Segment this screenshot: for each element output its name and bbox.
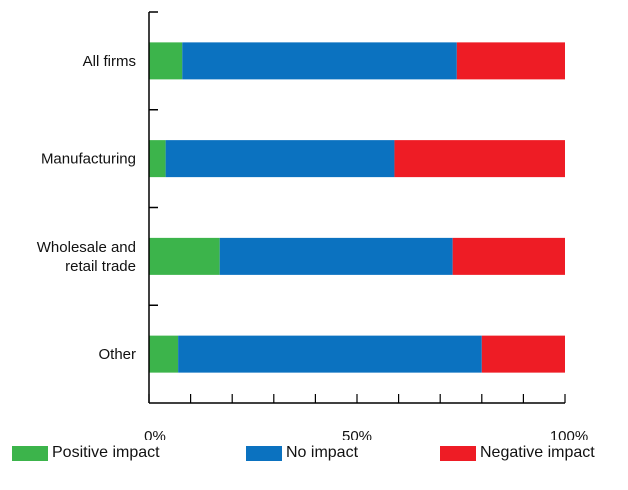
legend-item-negative: Negative impact xyxy=(440,444,595,462)
category-label-all-firms: All firms xyxy=(83,53,136,70)
bar-manufacturing-positive-impact xyxy=(149,140,166,178)
axes-group xyxy=(148,11,566,404)
category-labels-group: All firms Manufacturing Wholesale and retai… xyxy=(37,53,136,363)
bar-all-firms-no-impact xyxy=(182,42,457,80)
bar-all-firms-negative-impact xyxy=(456,42,565,80)
legend: Positive impact No impact Negative impac… xyxy=(0,444,628,474)
bar-wholesale-and-retail-trade-negative-impact xyxy=(452,237,565,275)
category-label-wholesale-and-retail-trade: Wholesale and retail trade xyxy=(37,239,136,275)
x-tick-label-0: 0% xyxy=(144,428,166,440)
legend-swatch-positive xyxy=(12,445,48,461)
x-tick-labels-group: 0% 50% 100% xyxy=(144,428,588,440)
bar-wholesale-and-retail-trade-no-impact xyxy=(219,237,453,275)
legend-item-no-impact: No impact xyxy=(246,444,358,462)
bar-all-firms-positive-impact xyxy=(149,42,183,80)
x-tick-label-100: 100% xyxy=(550,428,588,440)
legend-swatch-negative xyxy=(440,445,476,461)
legend-label-no-impact: No impact xyxy=(286,444,359,461)
bar-manufacturing-negative-impact xyxy=(394,140,565,178)
bar-wholesale-and-retail-trade-positive-impact xyxy=(149,237,220,275)
legend-label-positive: Positive impact xyxy=(52,444,160,461)
category-label-manufacturing: Manufacturing xyxy=(41,151,136,168)
bar-other-negative-impact xyxy=(481,335,565,373)
category-label-other: Other xyxy=(98,346,136,363)
legend-swatch-no-impact xyxy=(246,445,282,461)
legend-item-positive: Positive impact xyxy=(12,444,160,462)
bars-group xyxy=(149,42,565,373)
bar-manufacturing-no-impact xyxy=(165,140,395,178)
bar-other-positive-impact xyxy=(149,335,179,373)
legend-label-negative: Negative impact xyxy=(480,444,595,461)
x-tick-label-50: 50% xyxy=(342,428,372,440)
bar-other-no-impact xyxy=(178,335,482,373)
stacked-bar-chart: All firms Manufacturing Wholesale and retai… xyxy=(37,11,588,440)
